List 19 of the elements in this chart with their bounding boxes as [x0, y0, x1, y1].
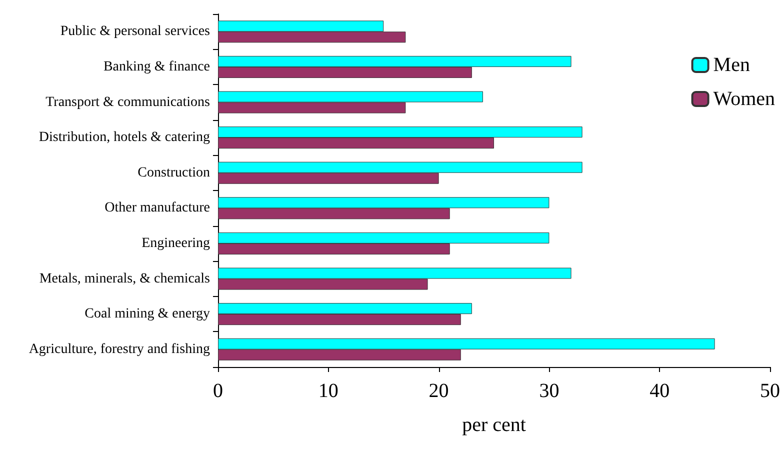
y-tick-label: Agriculture, forestry and fishing: [28, 342, 210, 357]
y-tick-label: Coal mining & energy: [84, 306, 210, 322]
legend-label: Men: [713, 54, 750, 76]
y-tick-label: Construction: [138, 165, 210, 180]
x-tick-label: 50: [760, 380, 780, 402]
y-tick-label: Other manufacture: [104, 200, 210, 216]
x-tick-label: 0: [213, 380, 223, 402]
x-axis-title: per cent: [462, 414, 526, 436]
y-tick-label: Distribution, hotels & catering: [38, 130, 210, 146]
x-tick-label: 40: [650, 380, 670, 402]
y-tick-label: Engineering: [142, 236, 210, 251]
y-tick-label: Metals, minerals, & chemicals: [39, 271, 210, 286]
legend-label: Women: [713, 88, 776, 110]
y-tick-label: Transport & communications: [46, 94, 210, 110]
y-tick-label: Banking & finance: [103, 59, 210, 74]
y-tick-label: Public & personal services: [60, 24, 210, 40]
x-tick-label: 30: [539, 380, 560, 402]
x-tick-label: 10: [318, 380, 338, 402]
x-tick-label: 20: [428, 380, 449, 402]
